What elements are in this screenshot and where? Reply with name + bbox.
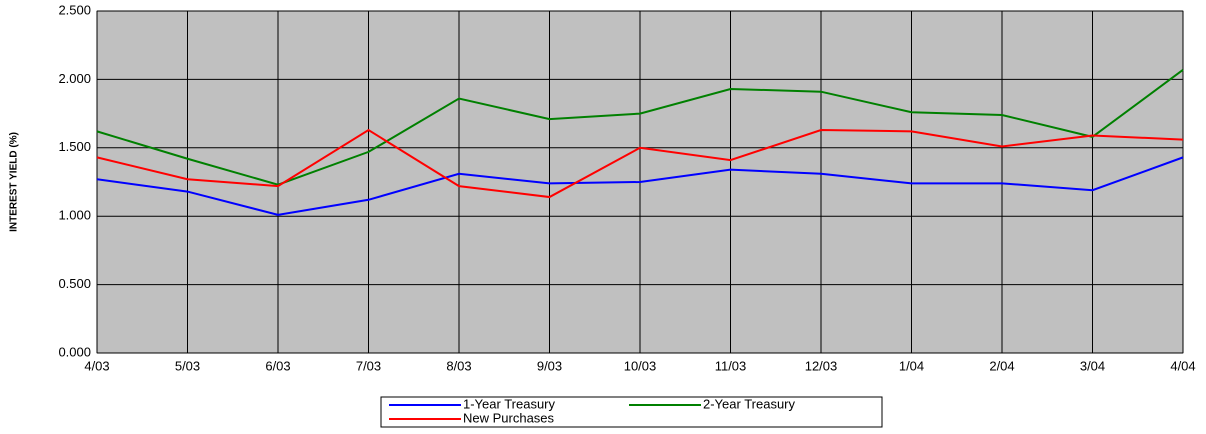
x-tick-label: 9/03 <box>537 358 562 373</box>
series-line <box>96 156 1184 216</box>
x-tick-label: 6/03 <box>265 358 290 373</box>
y-tick-label: 2.000 <box>58 71 91 86</box>
x-tick-label: 4/04 <box>1170 358 1195 373</box>
y-axis-label: INTEREST YIELD (%) <box>9 132 20 232</box>
x-tick-label: 7/03 <box>356 358 381 373</box>
legend-label: New Purchases <box>463 410 555 425</box>
x-tick-label: 2/04 <box>989 358 1014 373</box>
legend-label: 1-Year Treasury <box>463 396 556 411</box>
x-tick-label: 11/03 <box>715 358 747 373</box>
legend-label: 2-Year Treasury <box>703 396 796 411</box>
legend-box <box>380 396 883 428</box>
x-tick-label: 10/03 <box>624 358 657 373</box>
y-tick-label: 0.500 <box>58 276 91 291</box>
x-tick-label: 8/03 <box>446 358 471 373</box>
y-tick-label: 2.500 <box>58 2 91 17</box>
x-tick-label: 3/04 <box>1080 358 1105 373</box>
series-line <box>96 128 1184 199</box>
series-line <box>96 69 1184 186</box>
x-tick-label: 12/03 <box>805 358 838 373</box>
x-tick-label: 5/03 <box>175 358 200 373</box>
y-tick-label: 0.000 <box>58 344 91 359</box>
y-tick-label: 1.000 <box>58 208 91 223</box>
y-tick-label: 1.500 <box>58 139 91 154</box>
x-tick-label: 1/04 <box>899 358 924 373</box>
x-tick-label: 4/03 <box>84 358 109 373</box>
